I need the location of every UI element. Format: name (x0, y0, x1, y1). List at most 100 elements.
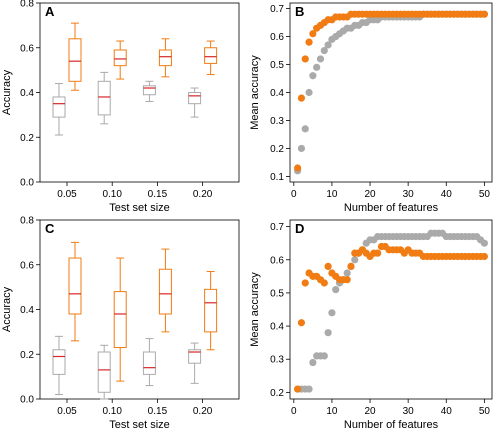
panel-b: 0.1 0.2 0.3 0.4 0.5 0.6 0.7 0 10 20 30 40 50 Number o… (249, 2, 493, 214)
point-gray (305, 385, 313, 393)
x-tick-label: 30 (403, 406, 415, 417)
y-tick-label: 0.2 (20, 133, 34, 144)
y-tick-label: 0.2 (20, 350, 34, 361)
box-orange-0.15 (158, 38, 172, 78)
y-tick-label: 0.0 (20, 178, 34, 189)
y-tick-label: 0.2 (270, 144, 284, 155)
box-iqr (204, 47, 218, 64)
y-axis-label: Mean accuracy (249, 272, 261, 347)
box-orange-0.20 (204, 40, 218, 76)
box-iqr (188, 349, 202, 364)
point-orange (309, 30, 317, 38)
box-orange-0.10 (113, 257, 127, 382)
x-tick-label: 0.15 (148, 406, 168, 417)
point-orange (297, 319, 306, 327)
point-orange (343, 276, 351, 284)
point-gray (309, 72, 317, 80)
panel-c: 0.0 0.2 0.4 0.6 0.8 0.05 0.10 0.15 0.20 Test set … (1, 216, 240, 431)
y-tick-label: 0.4 (20, 305, 34, 316)
x-tick-label: 50 (479, 406, 491, 417)
x-tick-label: 10 (326, 189, 338, 200)
point-gray (480, 239, 488, 247)
y-tick-label: 0.4 (270, 88, 284, 99)
box-gray-0.05 (52, 335, 66, 396)
point-gray (343, 269, 351, 277)
box-gray-0.20 (188, 342, 202, 384)
box-iqr (52, 96, 66, 118)
point-orange (374, 249, 382, 257)
panel-letter: A (45, 4, 55, 19)
point-gray (324, 329, 332, 337)
box-gray-0.15 (142, 80, 156, 102)
point-gray (328, 309, 336, 317)
x-tick-label: 0 (291, 189, 297, 200)
y-tick-label: 0.8 (20, 216, 34, 227)
y-tick-label: 0.2 (270, 388, 284, 399)
box-iqr (204, 288, 218, 333)
box-iqr (68, 257, 82, 315)
x-tick-label: 30 (403, 189, 415, 200)
box-orange-0.05 (68, 22, 82, 91)
box-orange-0.20 (204, 270, 218, 351)
panel-letter: C (45, 221, 55, 236)
panel-a: 0.0 0.2 0.4 0.6 0.8 0.05 0.10 0.15 0.20 Test set … (1, 0, 240, 214)
point-gray (309, 358, 317, 367)
plot-frame (289, 219, 493, 400)
x-axis-label: Number of features (344, 419, 439, 431)
plot-frame (289, 2, 493, 183)
point-orange (347, 262, 355, 271)
box-iqr (113, 49, 127, 67)
point-gray (301, 125, 309, 133)
x-tick-label: 20 (364, 406, 376, 417)
x-axis-label: Test set size (109, 202, 170, 214)
y-tick-label: 0.7 (270, 222, 284, 233)
box-orange-0.05 (68, 241, 82, 342)
panel-letter: B (295, 4, 304, 19)
point-orange (294, 164, 302, 172)
y-tick-label: 0.5 (270, 288, 284, 299)
point-orange (301, 279, 309, 287)
point-gray (297, 144, 306, 153)
x-tick-label: 0.10 (102, 406, 122, 417)
panel-d: 0.2 0.3 0.4 0.5 0.6 0.7 0 10 20 30 40 50 Number of f… (249, 219, 493, 431)
box-iqr (68, 38, 82, 82)
plot-frame (39, 2, 240, 183)
y-tick-label: 0.3 (270, 355, 284, 366)
y-tick-label: 0.1 (270, 172, 284, 183)
point-orange (301, 55, 309, 63)
point-gray (316, 55, 325, 63)
point-orange (480, 252, 488, 261)
x-tick-label: 0.15 (148, 189, 168, 200)
y-tick-label: 0.4 (20, 88, 34, 99)
y-tick-label: 0.5 (270, 60, 284, 71)
box-gray-0.20 (188, 87, 202, 118)
point-orange (320, 279, 328, 287)
box-iqr (113, 291, 127, 349)
box-orange-0.15 (158, 248, 172, 333)
y-axis-label: Accuracy (1, 69, 13, 115)
box-gray-0.05 (52, 83, 66, 136)
point-gray (324, 41, 332, 49)
y-tick-label: 0.6 (20, 43, 34, 54)
y-tick-label: 0.3 (270, 116, 284, 127)
box-gray-0.10 (97, 344, 111, 400)
box-orange-0.10 (113, 40, 127, 80)
box-gray-0.15 (142, 338, 156, 387)
y-tick-label: 0.8 (20, 0, 34, 10)
x-axis-label: Test set size (109, 419, 170, 431)
box-iqr (142, 351, 156, 375)
x-axis-label: Number of features (344, 202, 439, 214)
point-orange (305, 38, 313, 46)
point-gray (313, 63, 321, 71)
x-tick-label: 40 (441, 406, 453, 417)
x-tick-label: 20 (364, 189, 376, 200)
box-iqr (97, 80, 111, 116)
point-gray (305, 88, 313, 97)
point-orange (297, 94, 306, 102)
y-tick-label: 0.6 (270, 32, 284, 43)
box-iqr (158, 268, 172, 315)
box-iqr (97, 351, 111, 393)
point-gray (320, 46, 328, 55)
y-axis-label: Mean accuracy (249, 55, 261, 130)
